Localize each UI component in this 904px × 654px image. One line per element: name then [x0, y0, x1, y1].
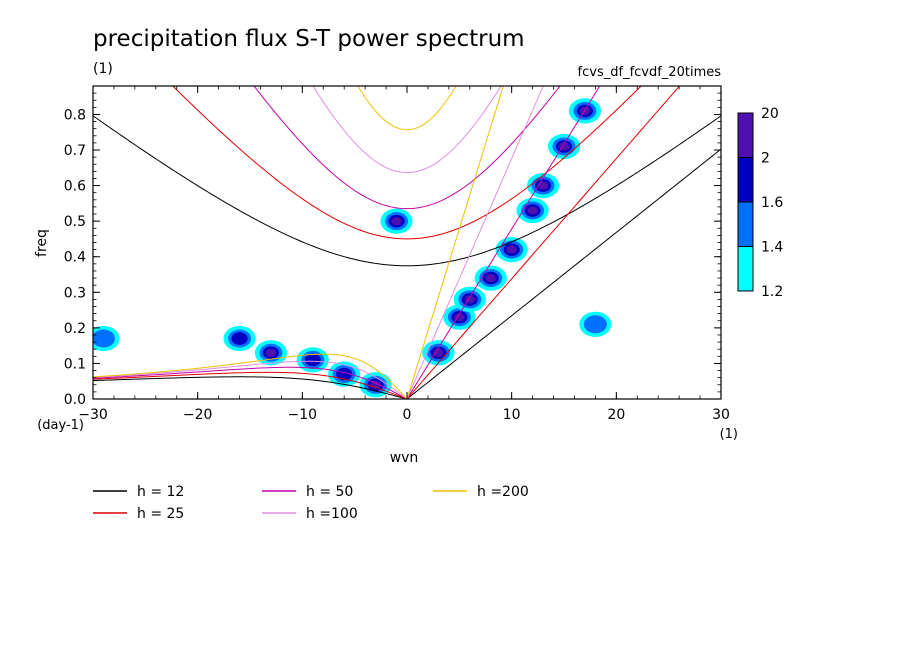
x-tick-label-0: −30: [78, 407, 108, 423]
chart-subtitle-left: (1): [93, 61, 113, 77]
rossby-curve-1: [93, 371, 408, 399]
y-axis-label: freq: [34, 229, 50, 257]
heat-peak-4: [495, 237, 528, 263]
legend-label-4: h =200: [477, 484, 529, 500]
gravity-curve-3: [312, 86, 502, 174]
dispersion-curves: [93, 86, 721, 399]
legend-label-1: h = 25: [137, 506, 184, 522]
y-tick-label-7: 0.7: [64, 143, 86, 159]
y-tick-label-6: 0.6: [64, 179, 86, 195]
colorbar-label-0: 1.2: [761, 284, 783, 300]
rossby-curve-2: [93, 366, 408, 399]
heat-peak-7: [547, 133, 581, 160]
colorbar-label-4: 20: [761, 106, 779, 122]
y-tick-label-8: 0.8: [64, 107, 86, 123]
kelvin-curve-0: [406, 148, 721, 399]
colorbar-label-2: 1.6: [761, 195, 783, 211]
heat-peak-13: [380, 208, 413, 234]
rossby-curve-4: [93, 353, 408, 399]
colorbar-swatch-0: [737, 246, 754, 292]
heat-peak-9: [254, 340, 288, 366]
kelvin-curve-3: [406, 86, 544, 399]
x-tick-label-1: −20: [183, 407, 213, 423]
legend-label-0: h = 12: [137, 484, 184, 500]
gravity-curve-0: [93, 115, 721, 267]
chart-title: precipitation flux S-T power spectrum: [93, 26, 525, 52]
kelvin-curve-4: [406, 86, 504, 399]
colorbar: 1.2 1.4 1.6 2 20: [737, 106, 783, 300]
colorbar-swatch-2: [737, 157, 754, 203]
colorbar-label-1: 1.4: [761, 240, 783, 256]
y-tick-label-3: 0.3: [64, 285, 86, 301]
y-unit-label: (day-1): [37, 418, 84, 433]
heat-peak-3: [474, 265, 507, 291]
x-tick-label-2: −10: [288, 407, 318, 423]
axes: −30 −20 −10 0 10 20 30 0.0 0.1 0.2 0.3 0.4 0.5 0.6 0.7…: [64, 86, 730, 423]
rossby-curve-3: [93, 360, 408, 399]
heat-peak-14: [223, 325, 256, 352]
y-tick-label-1: 0.1: [64, 356, 86, 372]
kelvin-curve-2: [406, 86, 601, 399]
y-tick-label-0: 0.0: [64, 392, 86, 408]
rossby-curve-0: [93, 376, 408, 399]
legend-label-2: h = 50: [306, 484, 353, 500]
y-tick-label-5: 0.5: [64, 214, 86, 230]
x-tick-label-5: 20: [607, 407, 625, 423]
heatmap-layer: [93, 98, 612, 398]
x-unit-label: (1): [720, 427, 738, 442]
plot-frame: [92, 85, 722, 400]
heat-peak-2: [453, 286, 486, 313]
x-tick-label-3: 0: [403, 407, 412, 423]
gravity-curve-4: [357, 86, 457, 131]
x-tick-label-6: 30: [712, 407, 730, 423]
y-tick-label-2: 0.2: [64, 321, 86, 337]
x-tick-label-4: 10: [503, 407, 521, 423]
heat-peak-15: [93, 325, 120, 352]
chart-subtitle-right: fcvs_df_fcvdf_20times: [578, 65, 722, 80]
colorbar-swatch-3: [737, 112, 754, 158]
y-tick-label-4: 0.4: [64, 250, 86, 266]
x-axis-label: wvn: [390, 450, 419, 466]
legend-label-3: h =100: [306, 506, 358, 522]
colorbar-swatch-1: [737, 201, 754, 247]
gravity-curve-1: [172, 86, 642, 240]
curve-legend: h = 12 h = 25 h = 50 h =100 h =200: [93, 484, 529, 522]
kelvin-curve-1: [406, 86, 681, 399]
gravity-curve-2: [253, 86, 561, 210]
heat-peak-5: [516, 197, 549, 224]
heat-peak-16: [579, 311, 612, 337]
heat-peak-6: [526, 172, 560, 199]
colorbar-label-3: 2: [761, 151, 770, 167]
